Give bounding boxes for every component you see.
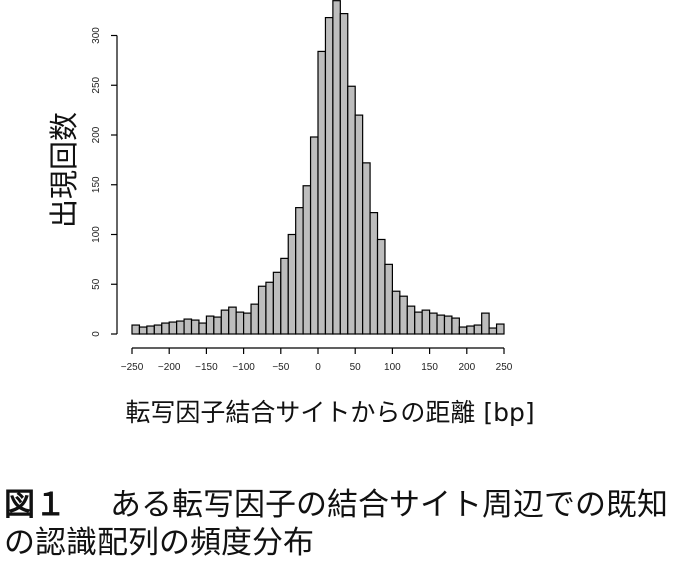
histogram-bar	[235, 311, 245, 335]
histogram-bar	[436, 314, 446, 335]
histogram-bar	[429, 312, 438, 335]
x-tick-label: 200	[458, 362, 475, 373]
histogram-bar	[376, 238, 386, 335]
y-tick-label: 300	[91, 27, 102, 44]
y-tick-label: 150	[91, 176, 102, 193]
histogram-bar	[205, 315, 215, 335]
histogram-bars	[131, 0, 505, 335]
histogram-bar	[354, 114, 364, 335]
histogram-bar	[495, 323, 505, 335]
x-axis: −250 −200 −150 −100 −50 0 50 100 150 200 250	[121, 347, 513, 373]
y-tick-label: 200	[91, 126, 102, 143]
x-tick-label: −150	[195, 362, 218, 373]
y-axis-title: 出現回数	[47, 112, 81, 228]
histogram-bar	[481, 312, 490, 335]
x-tick-label: 50	[350, 362, 362, 373]
histogram-bar	[295, 207, 304, 335]
histogram-bar	[421, 309, 431, 335]
histogram-bar	[190, 319, 200, 335]
caption-text: ある転写因子の結合サイト周辺での既知の認識配列の頻度分布	[4, 487, 668, 561]
histogram-bar	[458, 326, 468, 335]
histogram-bar	[272, 271, 282, 335]
x-tick-label: 0	[315, 362, 321, 373]
x-tick-label: 100	[384, 362, 401, 373]
histogram-bar	[220, 309, 230, 335]
y-tick-label: 50	[91, 278, 102, 290]
histogram-bar	[309, 136, 319, 335]
histogram-bar	[287, 233, 297, 335]
histogram-bar	[488, 327, 498, 335]
y-tick-label: 250	[91, 76, 102, 93]
histogram-bar	[280, 257, 289, 335]
histogram-bar	[384, 263, 393, 335]
histogram-bar	[369, 212, 379, 335]
x-tick-label: −50	[272, 362, 289, 373]
histogram-bar	[176, 320, 185, 335]
histogram-bar	[406, 305, 416, 335]
histogram-bar	[339, 13, 349, 335]
histogram-bar	[362, 162, 371, 335]
histogram-bar	[243, 312, 252, 335]
histogram-bar	[138, 326, 148, 335]
x-tick-label: 250	[496, 362, 513, 373]
histogram-bar	[228, 306, 237, 335]
histogram-bar	[443, 315, 453, 335]
x-tick-label: −200	[158, 362, 181, 373]
histogram-bar	[250, 303, 260, 335]
histogram-bar	[414, 311, 423, 335]
histogram-bar	[466, 325, 475, 335]
histogram-bar	[183, 318, 193, 335]
histogram-bar	[302, 185, 312, 335]
histogram-bar	[399, 295, 408, 335]
histogram-bar	[198, 322, 208, 335]
histogram-bar	[257, 285, 267, 335]
x-tick-label: −250	[121, 362, 144, 373]
caption-label: 図１	[4, 487, 66, 523]
histogram-bar	[391, 290, 401, 335]
histogram-bar	[146, 325, 155, 335]
y-tick-label: 100	[91, 226, 102, 243]
x-tick-label: −100	[232, 362, 255, 373]
figure-caption: 図１ ある転写因子の結合サイト周辺での既知の認識配列の頻度分布	[4, 486, 672, 562]
histogram-bar	[332, 0, 341, 335]
x-tick-label: 150	[421, 362, 438, 373]
histogram-bar	[153, 324, 163, 335]
histogram-bar	[131, 324, 141, 335]
histogram-bar	[161, 322, 170, 335]
histogram-bar	[451, 317, 460, 335]
histogram-bar	[473, 324, 483, 335]
histogram-bar	[324, 16, 334, 335]
y-tick-label: 0	[91, 331, 102, 337]
histogram-bar	[168, 321, 178, 335]
histogram-bar	[347, 85, 356, 335]
x-axis-title: 転写因子結合サイトからの距離 [bp]	[125, 398, 534, 427]
histogram-bar	[213, 316, 222, 335]
histogram-bar	[317, 50, 327, 335]
y-axis: 0 50 100 150 200 250 300	[91, 27, 118, 337]
histogram-bar	[265, 281, 274, 335]
